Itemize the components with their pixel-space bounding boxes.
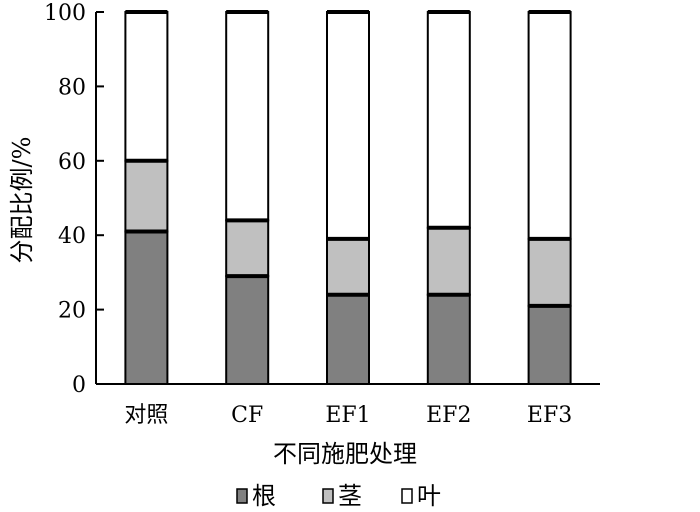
legend: 根茎叶 [236, 482, 441, 510]
bar-segment-2-2 [225, 219, 270, 278]
y-tick-label-6: 100 [44, 1, 86, 26]
legend-swatch-2 [322, 488, 334, 504]
x-tick-label-4: EF2 [426, 403, 471, 428]
bar-segment-1-3 [326, 293, 370, 385]
bar-segment-1-1 [124, 230, 169, 385]
y-tick-label-2: 20 [58, 299, 86, 324]
y-tick-label-4: 60 [58, 150, 86, 175]
bar-segment-3-1 [124, 11, 169, 162]
y-axis-title: 分配比例/% [8, 137, 36, 264]
bar-segment-1-5 [527, 304, 572, 386]
bars-group: 对照 CF EF1 EF2 EF3 [124, 10, 572, 428]
bar-segment-3-5 [527, 11, 572, 240]
legend-swatch-3 [401, 488, 413, 504]
axes-group: 0 20 40 60 80 100 [44, 1, 600, 398]
bar-segment-2-4 [426, 226, 471, 296]
bar-segment-1-2 [225, 275, 270, 385]
bar-segment-3-2 [225, 11, 270, 222]
y-tick-label-1: 0 [72, 373, 86, 398]
x-tick-label-5: EF3 [527, 403, 572, 428]
bar-segment-3-3 [326, 11, 370, 240]
y-tick-label-3: 40 [58, 224, 86, 249]
bar-segment-2-3 [326, 237, 370, 296]
x-axis-title: 不同施肥处理 [273, 440, 417, 468]
bar-segment-1-4 [426, 293, 471, 385]
x-tick-label-2: CF [231, 403, 263, 428]
y-tick-label-5: 80 [58, 75, 86, 100]
bar-segment-2-5 [527, 237, 572, 307]
bar-segment-2-1 [124, 159, 169, 233]
x-tick-label-3: EF1 [325, 403, 370, 428]
legend-swatch-1 [236, 488, 248, 504]
x-tick-label-1: 对照 [124, 403, 168, 428]
legend-label-3: 叶 [417, 482, 441, 510]
legend-label-1: 根 [252, 482, 276, 510]
bar-segment-3-4 [426, 11, 471, 229]
legend-label-2: 茎 [338, 482, 362, 510]
